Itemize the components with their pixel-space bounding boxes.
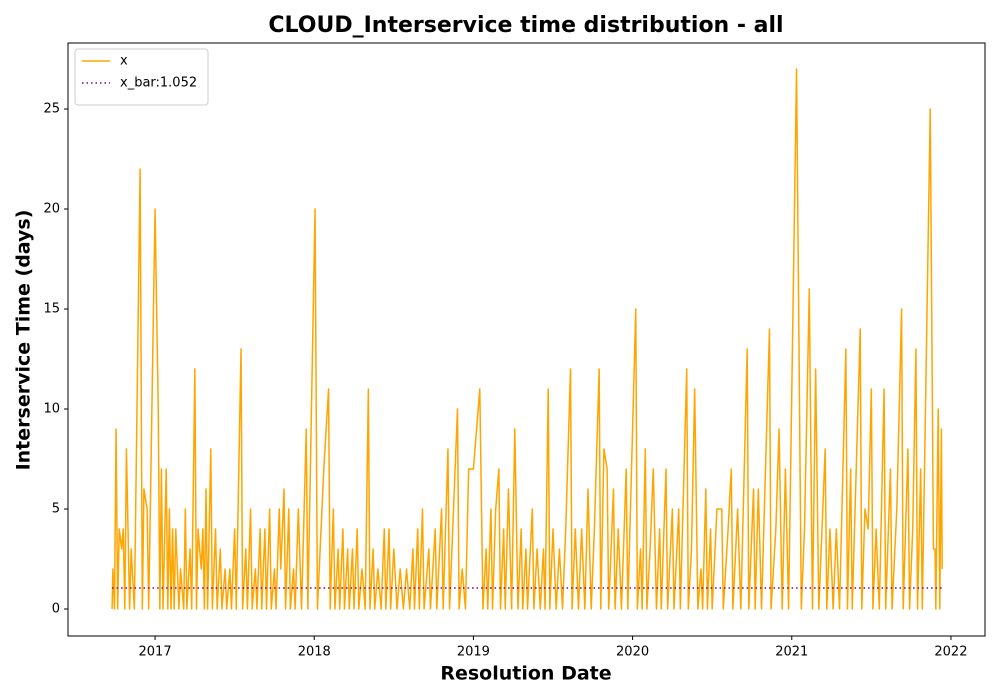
y-tick-label: 5 bbox=[52, 502, 60, 517]
series-line bbox=[111, 68, 943, 610]
x-tick-label: 2018 bbox=[298, 645, 331, 660]
chart-title: CLOUD_Interservice time distribution - a… bbox=[268, 13, 783, 38]
x-axis-label: Resolution Date bbox=[440, 663, 611, 685]
y-tick-label: 15 bbox=[43, 302, 60, 317]
y-tick-label: 10 bbox=[43, 402, 60, 417]
y-tick-label: 25 bbox=[43, 102, 60, 117]
x-tick-label: 2019 bbox=[457, 645, 490, 660]
y-tick-label: 0 bbox=[52, 602, 60, 617]
plot-frame bbox=[67, 42, 986, 637]
legend-label: x bbox=[120, 54, 128, 69]
x-tick-label: 2022 bbox=[934, 645, 967, 660]
x-tick-label: 2017 bbox=[139, 645, 172, 660]
x-tick-label: 2020 bbox=[616, 645, 649, 660]
legend-label: x_bar:1.052 bbox=[120, 76, 197, 91]
y-axis-label: Interservice Time (days) bbox=[13, 210, 35, 471]
x-tick-label: 2021 bbox=[775, 645, 808, 660]
y-tick-label: 20 bbox=[43, 202, 60, 217]
legend-box bbox=[74, 48, 209, 106]
